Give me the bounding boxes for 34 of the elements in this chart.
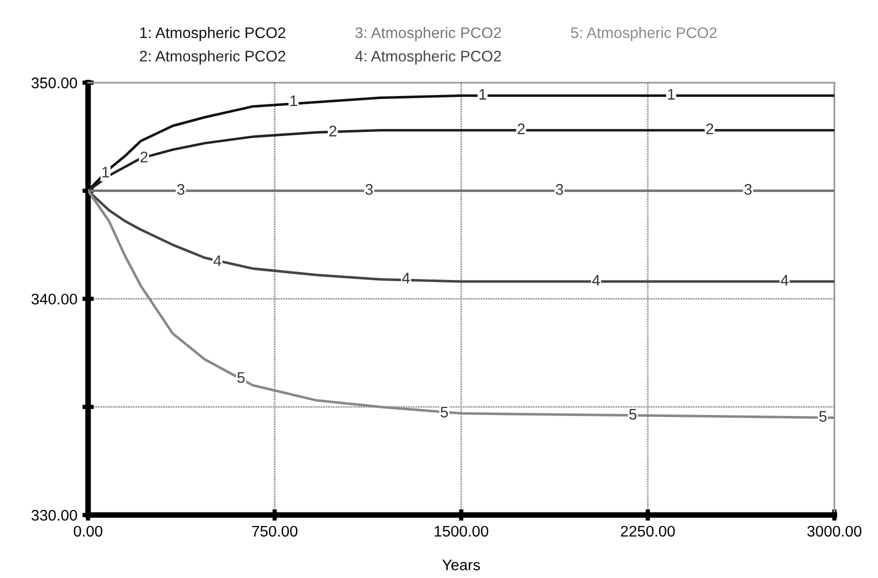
annotation: 5 (629, 409, 636, 420)
annotation: 2 (329, 126, 336, 136)
y-tick-label: 340.00 (32, 294, 78, 305)
annotation: 3 (744, 184, 752, 195)
annotation: 1 (102, 166, 109, 178)
text: 4: Atmospheric PCO2 (355, 50, 501, 65)
x-tick-label: 0.00 (74, 526, 102, 537)
annotation: 4 (780, 274, 788, 286)
y-tick-label: 350.00 (32, 78, 78, 88)
annotation: 4 (592, 274, 600, 286)
annotation: 5 (819, 411, 827, 422)
x-tick-label: 2250.00 (620, 526, 675, 537)
text: 1: Atmospheric PCO2 (140, 26, 286, 42)
x-tick-label: 3000.00 (807, 526, 862, 537)
annotation: 2 (518, 123, 525, 134)
annotation: 4 (402, 272, 410, 284)
annotation: 1 (480, 89, 486, 100)
text: 3: Atmospheric PCO2 (355, 26, 501, 42)
annotation: 3 (556, 184, 564, 195)
annotation: 3 (366, 184, 373, 195)
x-tick-label: 750.00 (252, 526, 298, 537)
text: 2: Atmospheric PCO2 (140, 50, 286, 65)
annotation: 4 (214, 256, 222, 266)
x-axis-title: Years (442, 560, 480, 570)
annotation: 1 (290, 96, 298, 106)
text: 5: Atmospheric PCO2 (571, 26, 717, 42)
annotation: 2 (706, 123, 714, 134)
annotation: 1 (668, 89, 675, 100)
annotation: 2 (140, 152, 148, 162)
annotation: 5 (440, 406, 448, 418)
y-tick-label: 330.00 (32, 510, 78, 521)
annotation: 3 (177, 184, 184, 195)
annotation: 5 (237, 372, 245, 383)
x-tick-label: 1500.00 (434, 526, 488, 537)
